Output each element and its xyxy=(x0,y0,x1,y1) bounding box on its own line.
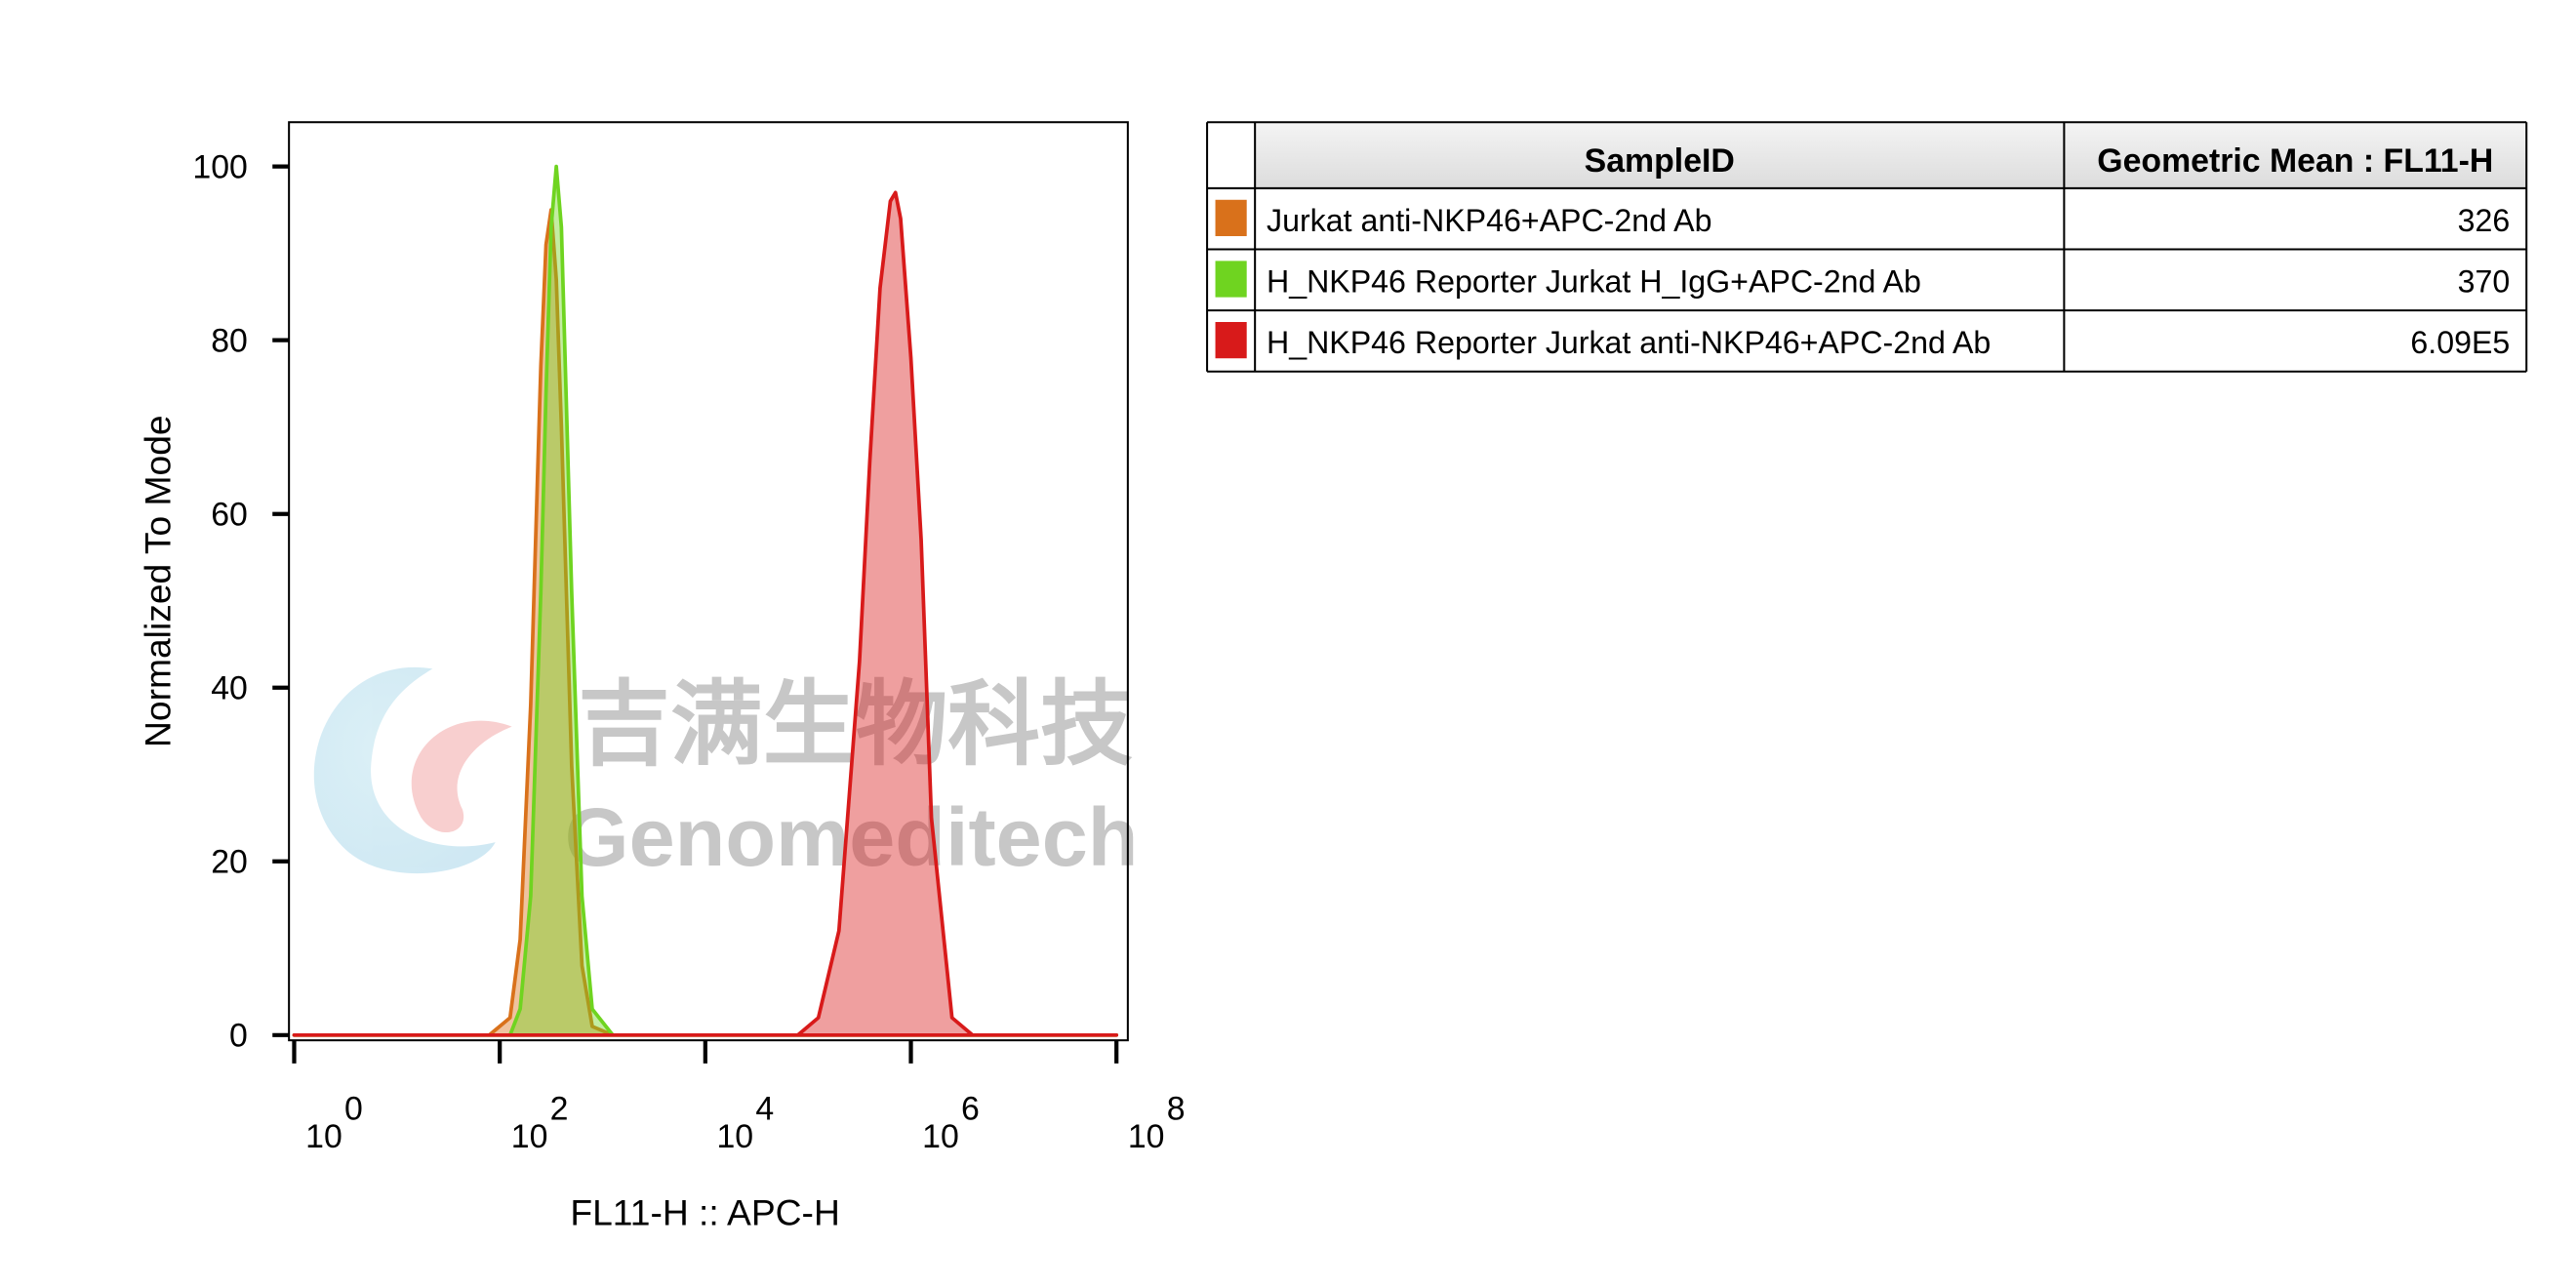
x-axis-label: FL11-H :: APC-H xyxy=(570,1192,839,1233)
y-tick-label: 80 xyxy=(211,323,248,360)
logo-shape xyxy=(313,666,496,874)
legend-swatch xyxy=(1215,261,1247,298)
histogram-curve xyxy=(292,164,1119,1037)
table: SampleID Geometric Mean : FL11-H Jurkat an… xyxy=(1206,121,2528,373)
x-tick-label: 10 xyxy=(716,1118,753,1155)
x-tick-exponent: 2 xyxy=(550,1090,569,1127)
legend-label: H_NKP46 Reporter Jurkat H_IgG+APC-2nd Ab xyxy=(1267,264,1921,300)
x-tick-exponent: 6 xyxy=(961,1090,980,1127)
legend-label: Jurkat anti-NKP46+APC-2nd Ab xyxy=(1267,203,1711,238)
y-tick-label: 0 xyxy=(229,1018,248,1055)
watermark: 吉满生物科技 Genomeditech xyxy=(313,666,1139,883)
table-cell: 326 xyxy=(2458,203,2511,238)
table-header-bg xyxy=(1255,122,2527,188)
x-tick-exponent: 4 xyxy=(755,1090,774,1127)
legend-swatch xyxy=(1215,322,1247,359)
y-tick-label: 40 xyxy=(211,670,248,707)
legend-swatch xyxy=(1215,199,1247,236)
x-tick-label: 10 xyxy=(305,1118,342,1155)
watermark-en: Genomeditech xyxy=(565,790,1139,883)
x-tick-exponent: 8 xyxy=(1167,1090,1186,1127)
y-tick-label: 60 xyxy=(211,497,248,534)
x-tick-exponent: 0 xyxy=(344,1090,363,1127)
histogram-curve xyxy=(292,190,1119,1037)
table-cell: 6.09E5 xyxy=(2410,325,2510,360)
y-tick-label: 20 xyxy=(211,844,248,881)
legend-label: H_NKP46 Reporter Jurkat anti-NKP46+APC-2… xyxy=(1267,325,1991,360)
plot-frame xyxy=(288,121,1129,1042)
x-tick-label: 10 xyxy=(922,1118,959,1155)
y-axis-label: Normalized To Mode xyxy=(137,415,178,747)
histogram-curve xyxy=(292,208,1119,1037)
y-tick-label: 100 xyxy=(192,148,247,185)
x-tick-label: 10 xyxy=(511,1118,548,1155)
table-cell: 370 xyxy=(2458,264,2511,300)
table-header: Geometric Mean : FL11-H xyxy=(2097,142,2493,180)
logo-shape xyxy=(411,720,512,833)
table-header: SampleID xyxy=(1585,142,1735,180)
x-tick-label: 10 xyxy=(1128,1118,1165,1155)
